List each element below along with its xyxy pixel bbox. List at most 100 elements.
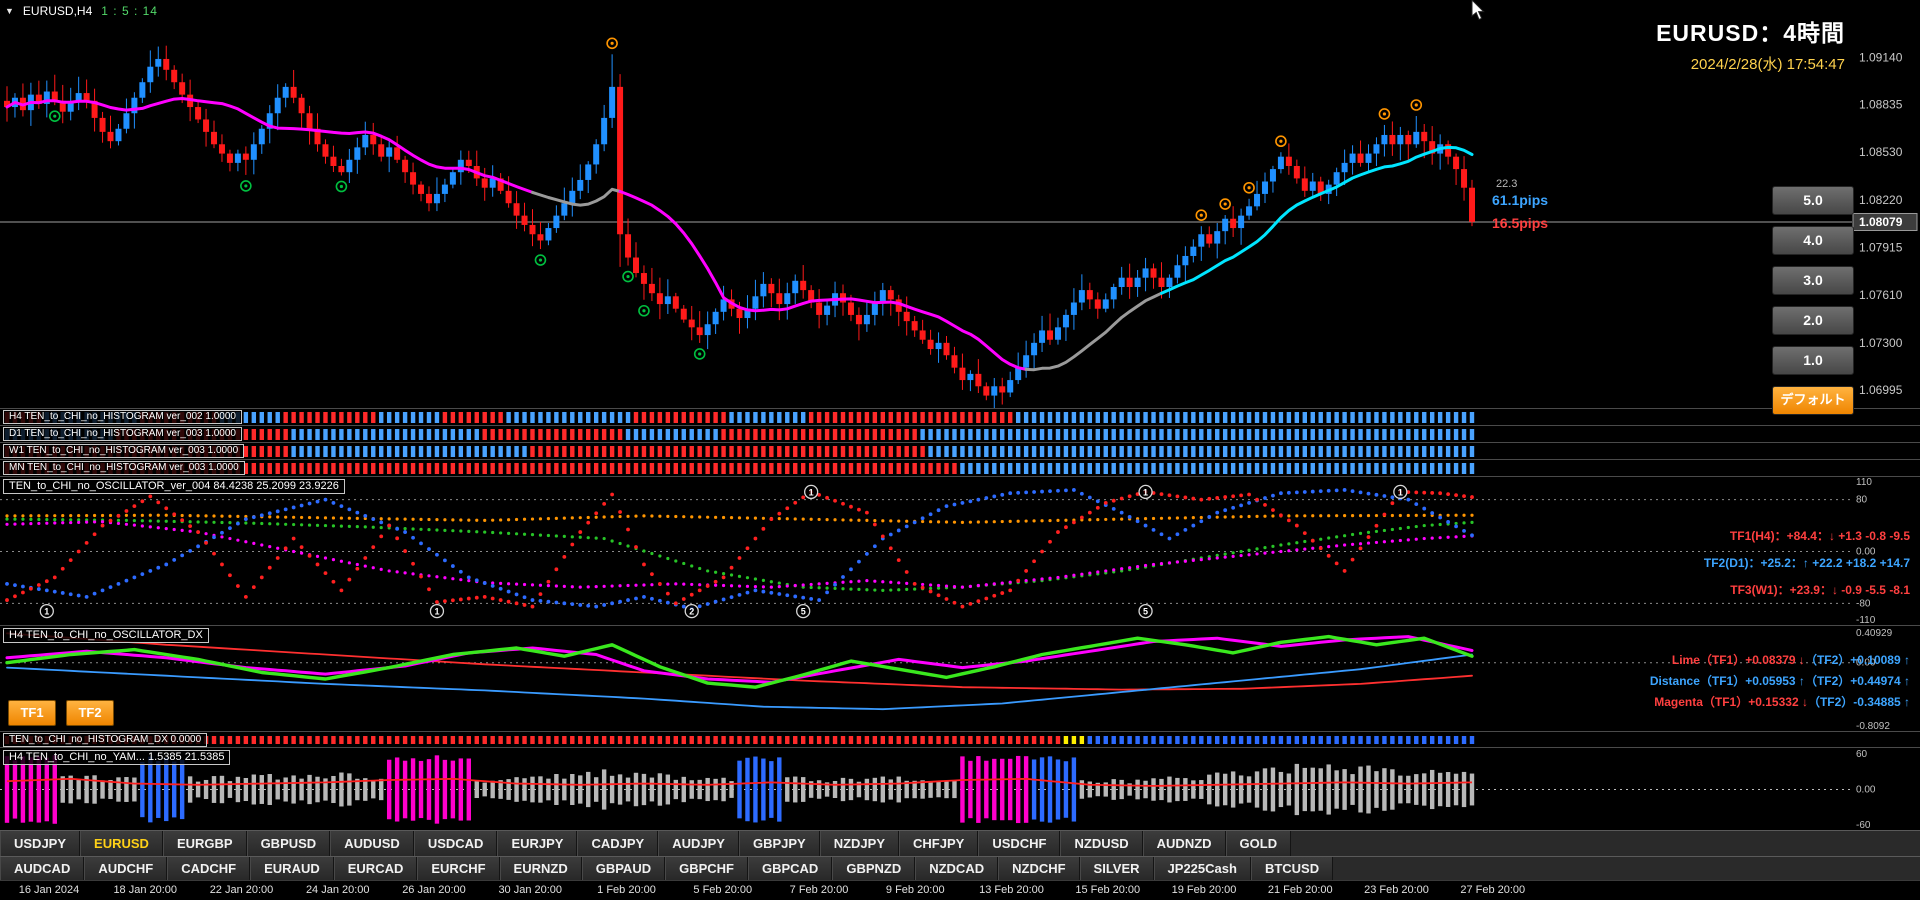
- symbol-tab-eurjpy[interactable]: EURJPY: [497, 831, 578, 856]
- symbol-tab-audusd[interactable]: AUDUSD: [330, 831, 414, 856]
- symbol-tab-euraud[interactable]: EURAUD: [250, 857, 334, 880]
- symbol-tab-cadjpy[interactable]: CADJPY: [577, 831, 659, 856]
- symbol-tab-audcad[interactable]: AUDCAD: [0, 857, 85, 880]
- symbol-tab-gbpaud[interactable]: GBPAUD: [581, 857, 666, 880]
- symbol-tab-gbpchf[interactable]: GBPCHF: [665, 857, 748, 880]
- histogram-row-1: D1 TEN_to_CHI_no_HISTOGRAM ver_003 1.000…: [0, 425, 1920, 442]
- time-axis-label: 30 Jan 20:00: [498, 884, 563, 896]
- symbol-tab-eurnzd[interactable]: EURNZD: [499, 857, 582, 880]
- dx-series-red-line: [6, 632, 1473, 691]
- tf-button-tf1[interactable]: TF1: [8, 700, 56, 726]
- symbol-tab-audjpy[interactable]: AUDJPY: [658, 831, 739, 856]
- histogram-row-canvas: [4, 463, 1475, 474]
- dx-value-label: Lime（TF1）+0.08379 ↓（TF2）+0.10089 ↑: [1650, 650, 1910, 671]
- chart-symbol-label: EURUSD,H4: [22, 4, 93, 18]
- symbol-dropdown-icon[interactable]: ▼: [5, 6, 14, 16]
- pips-info: 22.3 61.1pips 16.5pips: [1492, 178, 1548, 231]
- symbol-tab-audnzd[interactable]: AUDNZD: [1142, 831, 1226, 856]
- oscillator-marker-5: 5: [1138, 603, 1153, 619]
- oscillator-marker-1: 1: [1393, 484, 1408, 500]
- zoom-button-1.0[interactable]: 1.0: [1772, 346, 1854, 375]
- symbol-tab-usdcad[interactable]: USDCAD: [413, 831, 498, 856]
- histogram-row-0: H4 TEN_to_CHI_no_HISTOGRAM ver_002 1.000…: [0, 408, 1920, 425]
- zoom-default-button[interactable]: デフォルト: [1772, 386, 1854, 415]
- chart-title-jp: EURUSD：4時間: [1656, 20, 1845, 46]
- dx-value-segment: Lime（TF1）+0.08379 ↓: [1671, 653, 1805, 667]
- symbol-tab-eurgbp[interactable]: EURGBP: [162, 831, 247, 856]
- histogram-dx-panel: TEN_to_CHI_no_HISTOGRAM_DX 0.0000: [0, 731, 1920, 747]
- buy-signal-icon: [638, 304, 650, 317]
- oscillator-series-magenta-dots: [5, 520, 1474, 589]
- scale-label: 1.07300: [1859, 336, 1903, 350]
- symbol-tab-cadchf[interactable]: CADCHF: [167, 857, 251, 880]
- scale-label: 1.08220: [1859, 193, 1903, 207]
- dx-value-label: Distance（TF1）+0.05953 ↑（TF2）+0.44974 ↑: [1650, 671, 1910, 692]
- moving-average-line: [618, 190, 1028, 371]
- scale-label: 1.08530: [1859, 145, 1903, 159]
- symbol-tab-audchf[interactable]: AUDCHF: [84, 857, 168, 880]
- symbol-tab-nzdusd[interactable]: NZDUSD: [1060, 831, 1143, 856]
- dx-value-segment: （TF2）+0.10089 ↑: [1804, 653, 1910, 667]
- oscillator-tf-label: TF2(D1)：+25.2：↑ +22.2 +18.2 +14.7: [1703, 556, 1910, 570]
- yam-title: H4 TEN_to_CHI_no_YAM... 1.5385 21.5385: [3, 750, 231, 765]
- histogram-row-canvas: [4, 446, 1475, 457]
- symbol-tab-nzdchf[interactable]: NZDCHF: [998, 857, 1080, 880]
- symbol-tab-gbpcad[interactable]: GBPCAD: [747, 857, 833, 880]
- scale-label: 5: [801, 607, 806, 617]
- time-axis-label: 19 Feb 20:00: [1171, 884, 1237, 896]
- symbol-tab-nzdcad[interactable]: NZDCAD: [915, 857, 999, 880]
- symbol-tab-jp225cash[interactable]: JP225Cash: [1153, 857, 1251, 880]
- scale-label: 1: [434, 607, 439, 617]
- tf-button-tf2[interactable]: TF2: [66, 700, 114, 726]
- symbol-tab-gold[interactable]: GOLD: [1225, 831, 1292, 856]
- moving-average-line: [1024, 291, 1163, 372]
- oscillator-canvas: 1 1 2 5 5 1 1 1 110 80 0.00 -80 -110: [0, 477, 1876, 626]
- scale-label: 110: [1856, 477, 1872, 488]
- symbol-tab-eurusd[interactable]: EURUSD: [80, 831, 163, 856]
- moving-average-line: [1160, 145, 1474, 295]
- zoom-button-3.0[interactable]: 3.0: [1772, 266, 1854, 295]
- dx-value-segment: Magenta（TF1）+0.15332 ↓: [1654, 695, 1808, 709]
- scale-label: 80: [1856, 495, 1868, 506]
- price-chart-canvas[interactable]: 1.09140 1.08835 1.08530 1.08220 1.07915 1.076…: [0, 0, 1920, 408]
- main-chart-panel: 1.09140 1.08835 1.08530 1.08220 1.07915 1.076…: [0, 0, 1920, 415]
- scale-label: 1.08835: [1859, 98, 1903, 112]
- distance-label: 22.3: [1496, 178, 1518, 190]
- symbol-tabs-row2: AUDCAD AUDCHF CADCHF EURAUD EURCAD EURCHF EURN…: [0, 856, 1920, 880]
- scale-label: 0.40929: [1856, 628, 1893, 639]
- symbol-tab-gbpnzd[interactable]: GBPNZD: [832, 857, 916, 880]
- scale-label: 5: [1143, 607, 1148, 617]
- histogram-row-canvas: [4, 429, 1475, 440]
- symbol-tab-usdjpy[interactable]: USDJPY: [0, 831, 81, 856]
- histogram-row-3: MN TEN_to_CHI_no_HISTOGRAM ver_003 1.000…: [0, 459, 1920, 476]
- buy-signal-icon: [693, 348, 706, 360]
- symbol-tab-eurcad[interactable]: EURCAD: [333, 857, 418, 880]
- yam-canvas: 60 0.00 -60: [0, 749, 1876, 831]
- zoom-button-4.0[interactable]: 4.0: [1772, 226, 1854, 255]
- buy-signal-icon: [622, 270, 634, 283]
- scale-label: -0.8092: [1856, 721, 1890, 732]
- chart-datetime: 2024/2/28(水) 17:54:47: [1690, 56, 1845, 73]
- histogram-row-title: MN TEN_to_CHI_no_HISTOGRAM ver_003 1.000…: [3, 461, 245, 475]
- oscillator-series-orange-dots: [5, 513, 1474, 524]
- symbol-tab-eurchf[interactable]: EURCHF: [417, 857, 500, 880]
- zoom-button-5.0[interactable]: 5.0: [1772, 186, 1854, 215]
- symbol-tabs-row1: USDJPY EURUSD EURGBP GBPUSD AUDUSD USDCAD EURJ…: [0, 830, 1920, 856]
- symbol-tab-silver[interactable]: SILVER: [1079, 857, 1154, 880]
- scale-label: 0.00: [1856, 547, 1876, 558]
- sell-signal-icon: [1378, 108, 1391, 120]
- symbol-tab-gbpusd[interactable]: GBPUSD: [246, 831, 331, 856]
- histogram-row-title: H4 TEN_to_CHI_no_HISTOGRAM ver_002 1.000…: [3, 410, 242, 424]
- tf-button-group: TF1 TF2: [8, 700, 114, 726]
- oscillator-marker-2: 2: [684, 603, 699, 619]
- zoom-button-2.0[interactable]: 2.0: [1772, 306, 1854, 335]
- dx-series-magenta-line: [5, 635, 1474, 684]
- symbol-tab-gbpjpy[interactable]: GBPJPY: [738, 831, 820, 856]
- symbol-tab-chfjpy[interactable]: CHFJPY: [899, 831, 979, 856]
- oscillator-dx-title: H4 TEN_to_CHI_no_OSCILLATOR_DX: [3, 628, 209, 643]
- time-axis-label: 23 Feb 20:00: [1364, 884, 1429, 896]
- symbol-tab-usdchf[interactable]: USDCHF: [978, 831, 1061, 856]
- symbol-tab-nzdjpy[interactable]: NZDJPY: [819, 831, 900, 856]
- symbol-tab-btcusd[interactable]: BTCUSD: [1250, 857, 1334, 880]
